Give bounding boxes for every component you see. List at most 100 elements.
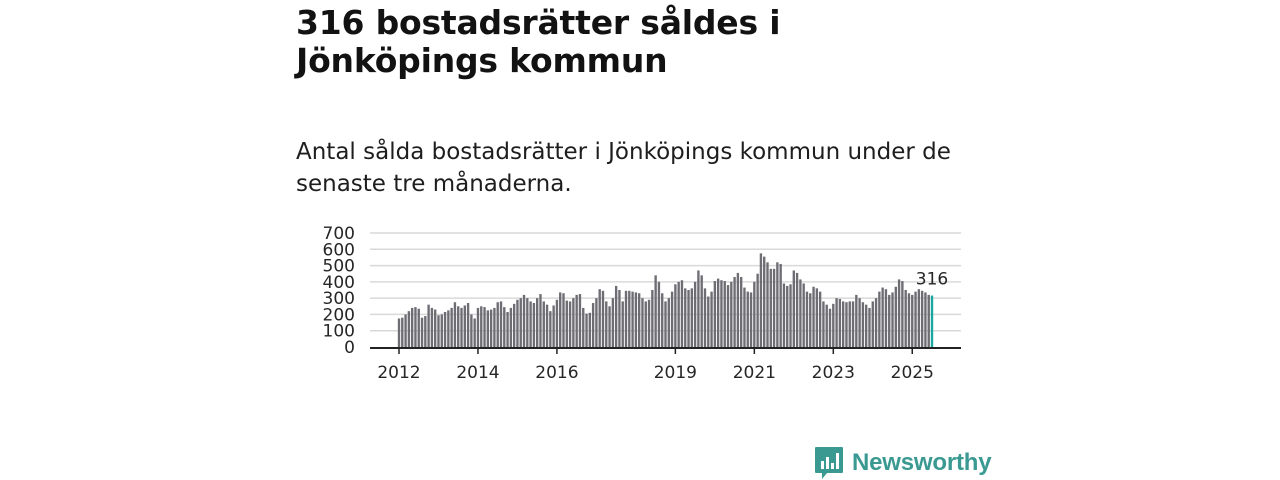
bar — [858, 298, 861, 347]
bar — [476, 307, 480, 347]
bar — [707, 296, 710, 347]
bar — [927, 294, 930, 347]
bar — [835, 298, 838, 347]
bar — [677, 281, 680, 347]
bar — [763, 256, 766, 347]
bar — [713, 281, 717, 347]
y-tick-label: 400 — [323, 273, 355, 293]
bar — [881, 287, 884, 347]
bar — [605, 301, 608, 347]
bar — [453, 302, 457, 347]
bar — [855, 294, 858, 347]
x-tick-label: 2021 — [733, 363, 776, 383]
bar — [739, 276, 743, 347]
bar — [598, 289, 601, 347]
bar — [838, 298, 842, 347]
bar — [700, 275, 703, 347]
bar — [473, 318, 476, 347]
bar — [489, 309, 493, 347]
bar — [878, 291, 881, 347]
bar — [614, 285, 618, 347]
bar — [608, 306, 611, 347]
bar — [493, 307, 496, 347]
bar — [565, 300, 568, 347]
bar — [776, 262, 779, 347]
last-value-label: 316 — [916, 270, 948, 290]
x-axis-ticks: 2012 2014 2016 2019 2021 2023 2025 — [377, 348, 934, 383]
bar — [644, 301, 647, 347]
bar — [907, 293, 911, 347]
bar — [901, 281, 904, 347]
bar — [470, 314, 473, 347]
bar — [611, 298, 615, 347]
bar — [542, 301, 545, 347]
bar — [795, 272, 799, 347]
bar — [410, 307, 414, 347]
bar — [562, 293, 565, 347]
bar — [532, 303, 536, 347]
x-tick-label: 2014 — [456, 363, 499, 383]
bar — [670, 291, 674, 347]
bar — [447, 310, 450, 347]
bar — [904, 290, 907, 347]
bar — [822, 301, 825, 347]
bar — [832, 303, 835, 347]
bar — [401, 317, 404, 347]
bar — [703, 288, 707, 347]
bar — [512, 303, 516, 347]
y-tick-label: 500 — [323, 257, 355, 277]
bar — [674, 284, 677, 347]
bar — [759, 253, 763, 347]
chart-subtitle: Antal sålda bostadsrätter i Jönköpings k… — [296, 139, 951, 197]
x-tick-label: 2019 — [654, 363, 697, 383]
page-title: 316 bostadsrätter såldes i Jönköpings ko… — [296, 3, 781, 80]
bar — [753, 281, 756, 347]
bar — [637, 293, 641, 347]
bar — [779, 263, 782, 347]
x-tick-label: 2016 — [535, 363, 578, 383]
bar — [404, 314, 407, 347]
bar — [585, 313, 588, 347]
annotations: 316 — [916, 270, 948, 290]
bar — [657, 281, 661, 347]
y-tick-label: 200 — [323, 305, 355, 325]
bar — [539, 294, 542, 347]
bar — [588, 312, 592, 347]
bar — [503, 307, 506, 347]
bar — [591, 303, 595, 347]
bar — [845, 302, 848, 347]
bar — [549, 311, 552, 347]
bar — [437, 315, 440, 347]
bar — [697, 270, 700, 347]
bar — [828, 308, 832, 347]
bar — [621, 301, 624, 347]
bar — [440, 314, 443, 347]
bar — [420, 317, 424, 347]
bar — [443, 311, 447, 347]
bar — [720, 280, 723, 347]
bar — [506, 311, 509, 347]
bar — [499, 301, 503, 347]
bar — [746, 291, 749, 347]
bar — [786, 285, 789, 347]
bar — [486, 310, 490, 347]
bar — [690, 288, 694, 347]
bar — [818, 291, 822, 347]
bar — [687, 290, 690, 347]
bar — [417, 308, 420, 347]
bar — [572, 298, 575, 347]
bar — [651, 290, 654, 347]
bar — [825, 304, 828, 347]
bar — [414, 307, 417, 347]
bar — [680, 280, 684, 347]
bar — [894, 286, 897, 347]
bar — [726, 285, 730, 347]
bar — [496, 302, 499, 347]
bar — [756, 273, 759, 347]
y-tick-label: 300 — [323, 289, 355, 309]
bar — [407, 311, 411, 347]
bar — [519, 298, 522, 347]
x-tick-label: 2025 — [891, 363, 934, 383]
y-tick-label: 600 — [323, 240, 355, 260]
bar — [871, 301, 874, 347]
